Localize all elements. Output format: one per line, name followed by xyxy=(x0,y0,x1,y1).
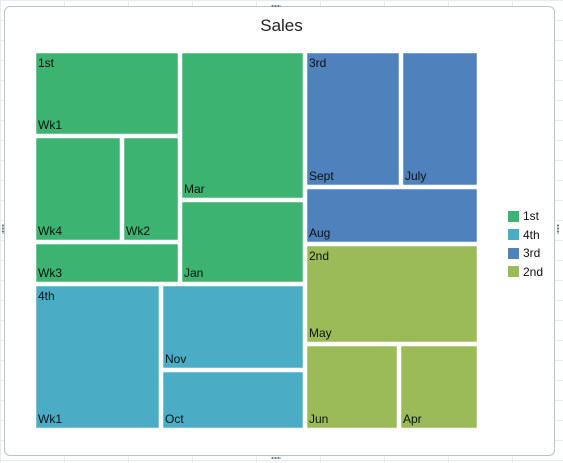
treemap-group-label: 3rd xyxy=(309,56,326,70)
treemap-cell-label: Oct xyxy=(165,412,184,426)
treemap-cell xyxy=(181,52,304,199)
legend-swatch xyxy=(508,266,519,277)
treemap-cell-label: Nov xyxy=(165,352,186,366)
treemap-group-label: 1st xyxy=(38,56,55,70)
treemap-cell-label: Sept xyxy=(309,169,334,183)
treemap-cell-label: Jan xyxy=(184,266,203,280)
treemap-cell xyxy=(306,245,478,343)
treemap-cell-label: Wk3 xyxy=(38,266,62,280)
treemap-cell-label: July xyxy=(405,169,426,183)
treemap-group-label: 4th xyxy=(38,289,55,303)
legend: 1st 4th 3rd 2nd xyxy=(508,207,543,281)
legend-label: 2nd xyxy=(523,265,543,279)
treemap-cell xyxy=(306,52,400,186)
treemap-cell xyxy=(402,52,478,186)
treemap-group-label: 2nd xyxy=(309,249,329,263)
legend-item: 4th xyxy=(508,226,543,245)
legend-item: 3rd xyxy=(508,244,543,263)
treemap-cell-label: Wk1 xyxy=(38,412,62,426)
treemap-cell-label: May xyxy=(309,326,332,340)
treemap-cell-label: Wk2 xyxy=(126,224,150,238)
legend-item: 1st xyxy=(508,207,543,226)
legend-item: 2nd xyxy=(508,263,543,282)
legend-label: 3rd xyxy=(523,246,540,260)
treemap-cell-label: Wk1 xyxy=(38,118,62,132)
treemap-group-2nd: May Jun Apr 2nd xyxy=(305,244,479,430)
legend-label: 1st xyxy=(523,209,539,223)
treemap-cell xyxy=(35,285,160,429)
treemap-group-1st: Mar Wk1 Jan Wk4 Wk3 Wk2 1st xyxy=(34,51,305,284)
treemap-cell xyxy=(306,188,478,243)
treemap-cell-label: Apr xyxy=(403,412,422,426)
legend-swatch xyxy=(508,248,519,259)
treemap-group-4th: Wk1 Nov Oct 4th xyxy=(34,284,305,430)
legend-swatch xyxy=(508,229,519,240)
treemap-cell-label: Wk4 xyxy=(38,224,62,238)
treemap-group-3rd: Sept July Aug 3rd xyxy=(305,51,479,244)
legend-label: 4th xyxy=(523,228,540,242)
legend-swatch xyxy=(508,211,519,222)
treemap-cell-label: Jun xyxy=(309,412,328,426)
treemap-cell-label: Aug xyxy=(309,226,330,240)
treemap-cell-label: Mar xyxy=(184,182,205,196)
